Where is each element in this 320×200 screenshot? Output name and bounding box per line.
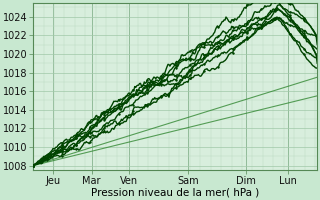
X-axis label: Pression niveau de la mer( hPa ): Pression niveau de la mer( hPa ) xyxy=(91,187,259,197)
